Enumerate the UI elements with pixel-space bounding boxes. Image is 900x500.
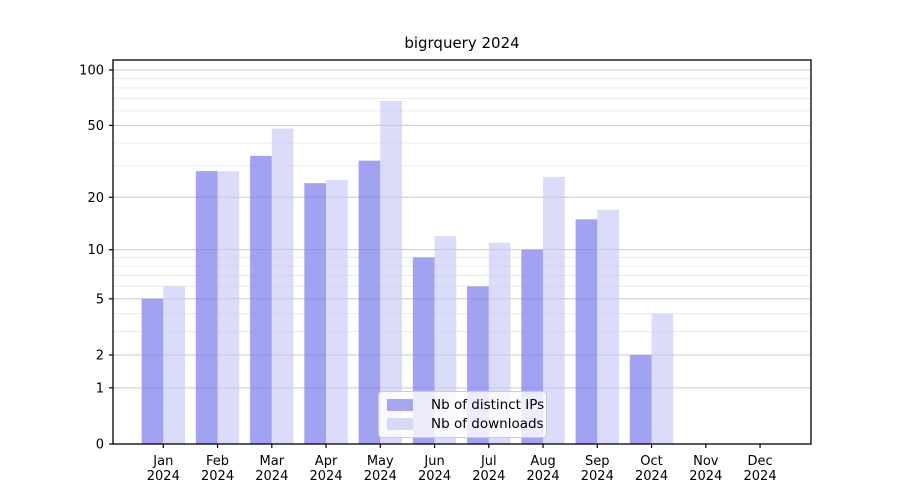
legend: Nb of distinct IPs Nb of downloads xyxy=(378,391,547,438)
y-tick-label: 50 xyxy=(87,119,104,134)
bar-distinct-ips-apr xyxy=(304,183,327,444)
x-tick-label-year: 2024 xyxy=(527,469,560,484)
x-tick-label-year: 2024 xyxy=(147,469,180,484)
y-tick-label: 0 xyxy=(96,438,104,453)
chart-title: bigrquery 2024 xyxy=(404,34,520,52)
x-tick-label-month: Mar xyxy=(260,454,285,469)
x-tick-label-year: 2024 xyxy=(364,469,397,484)
bar-downloads-feb xyxy=(217,171,240,445)
legend-label-distinct-ips: Nb of distinct IPs xyxy=(431,397,545,413)
x-tick-label-month: Sep xyxy=(585,454,610,469)
y-tick-label: 100 xyxy=(79,63,104,78)
y-tick-label: 2 xyxy=(96,348,104,363)
bar-distinct-ips-sep xyxy=(575,219,598,444)
bar-distinct-ips-feb xyxy=(195,171,218,445)
distinct-ips-swatch-icon xyxy=(387,399,413,411)
bar-downloads-apr xyxy=(326,179,348,444)
bar-distinct-ips-jan xyxy=(141,298,164,444)
axis-frame xyxy=(112,59,812,445)
x-tick-label-month: Feb xyxy=(206,454,229,469)
x-tick-label-year: 2024 xyxy=(201,469,234,484)
x-tick-label-month: Jul xyxy=(480,454,497,469)
bar-distinct-ips-mar xyxy=(250,155,272,445)
y-tick-label: 5 xyxy=(96,292,104,307)
y-tick-label: 10 xyxy=(87,243,104,258)
legend-item-distinct-ips: Nb of distinct IPs xyxy=(387,397,544,413)
x-tick-label-month: Dec xyxy=(747,454,772,469)
x-tick-label-month: Aug xyxy=(530,454,555,469)
legend-label-downloads: Nb of downloads xyxy=(431,416,544,432)
x-tick-label-month: Apr xyxy=(315,454,338,469)
y-tick-label: 1 xyxy=(96,381,104,396)
x-tick-label-year: 2024 xyxy=(689,469,722,484)
bar-downloads-mar xyxy=(271,128,294,444)
x-tick-label-year: 2024 xyxy=(255,469,288,484)
legend-item-downloads: Nb of downloads xyxy=(387,416,544,432)
x-tick-label-month: Nov xyxy=(693,454,719,469)
x-tick-label-month: Jun xyxy=(423,454,444,469)
x-tick-label-year: 2024 xyxy=(310,469,343,484)
x-tick-label-month: Oct xyxy=(640,454,662,469)
x-tick-label-month: Jan xyxy=(152,454,173,469)
bar-downloads-oct xyxy=(651,313,674,444)
x-tick-label-month: May xyxy=(367,454,394,469)
bar-downloads-may xyxy=(380,100,402,444)
x-tick-label-year: 2024 xyxy=(472,469,505,484)
downloads-swatch-icon xyxy=(387,418,413,430)
x-tick-label-year: 2024 xyxy=(581,469,614,484)
y-tick-label: 20 xyxy=(87,191,104,206)
bar-downloads-jan xyxy=(163,286,185,444)
x-tick-label-year: 2024 xyxy=(418,469,451,484)
bar-distinct-ips-may xyxy=(358,160,381,444)
x-tick-label-year: 2024 xyxy=(744,469,777,484)
x-tick-label-year: 2024 xyxy=(635,469,668,484)
bar-distinct-ips-oct xyxy=(629,354,652,444)
bar-downloads-sep xyxy=(597,209,619,444)
bar-downloads-aug xyxy=(543,176,565,444)
